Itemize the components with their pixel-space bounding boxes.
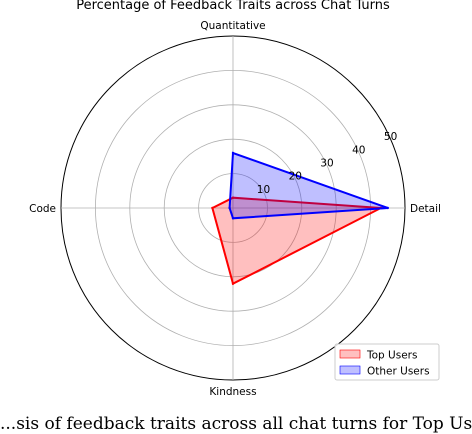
legend-label: Other Users [367,366,430,378]
series-point [231,151,235,155]
legend-label: Top Users [366,350,417,362]
chart-title: Percentage of Feedback Traits across Cha… [76,0,390,13]
axis-label-detail: Detail [410,203,441,215]
radial-tick-labels: 10 20 30 40 50 [257,131,397,196]
axis-label-quantitative: Quantitative [200,20,265,32]
axis-label-code: Code [29,203,56,215]
r-tick-label: 20 [289,171,302,183]
series-other-users [228,151,389,220]
legend: Top Users Other Users [334,343,440,381]
r-tick-label: 10 [257,184,270,196]
series-point [228,206,231,210]
axis-label-kindness: Kindness [209,386,256,398]
r-tick-label: 40 [352,144,365,156]
figure-caption: ...sis of feedback traits across all cha… [0,414,472,434]
legend-swatch [339,365,361,375]
series-layer [211,151,389,286]
radar-spokes [61,36,405,380]
series-point [386,206,389,210]
legend-box [334,343,440,381]
r-tick-label: 30 [320,158,333,170]
r-tick-label: 50 [384,131,397,143]
axis-labels: Detail Quantitative Code Kindness [29,20,441,398]
series-point [231,196,235,199]
series-point [211,206,214,210]
series-point [231,282,235,285]
legend-swatch [339,349,361,359]
series-point [231,217,235,220]
